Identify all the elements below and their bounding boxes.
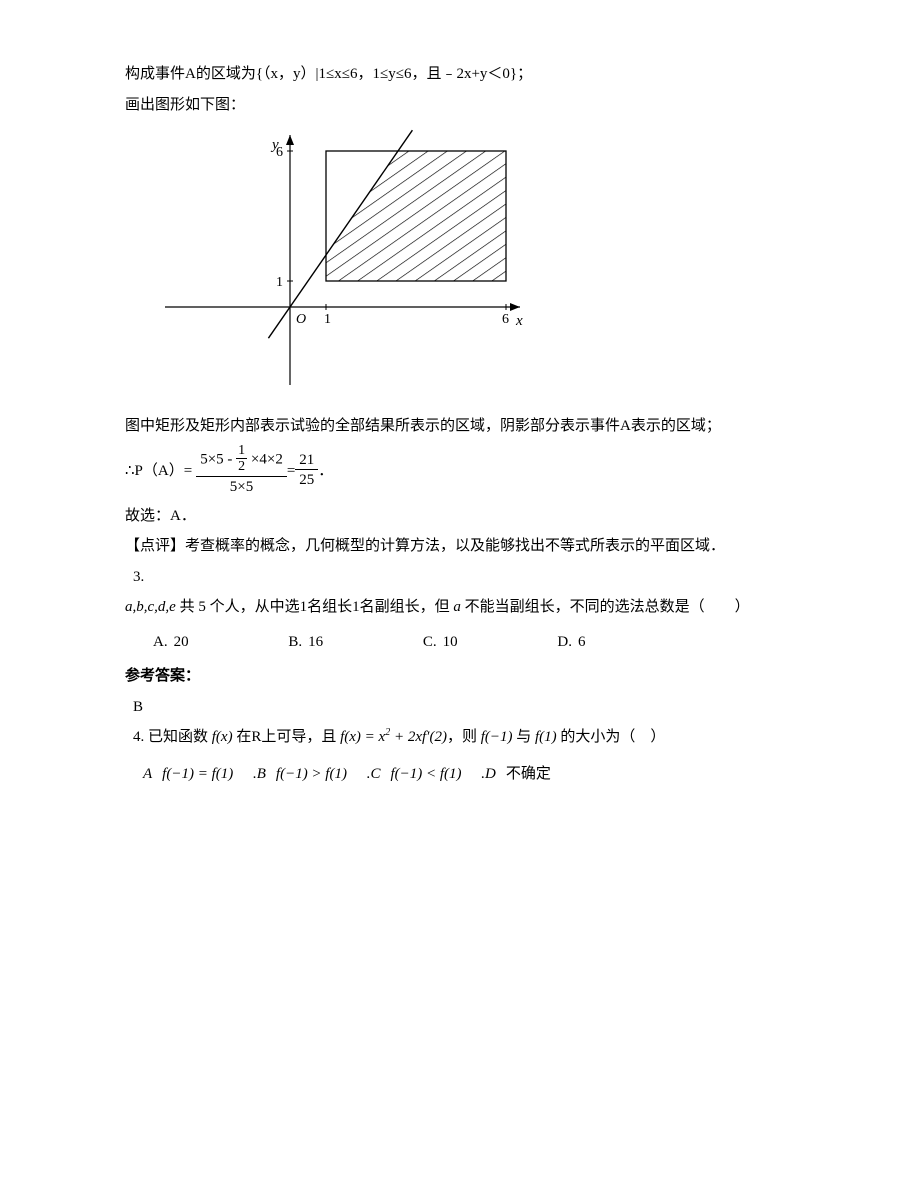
q3-persons: a,b,c,d,e bbox=[125, 599, 176, 615]
q3-answer: B bbox=[125, 693, 800, 722]
q4-mid3: 与 bbox=[512, 729, 535, 745]
svg-text:O: O bbox=[296, 312, 306, 327]
inner-den: 2 bbox=[236, 459, 247, 476]
q3-body-a: 共 5 个人，从中选1名组长1名副组长，但 bbox=[176, 599, 454, 615]
probability-formula: ∴P（A）= 5×5 - 12 ×4×2 5×5 = 21 25 ． bbox=[125, 444, 800, 498]
q3-choice-c: C.10 bbox=[423, 628, 506, 657]
q4-num: 4. bbox=[133, 729, 148, 745]
q3-choices: A.20 B.16 C.10 D.6 bbox=[153, 628, 800, 657]
big-frac-den: 5×5 bbox=[226, 477, 257, 498]
q3-a-val: 20 bbox=[174, 628, 189, 657]
line-draw-fig: 画出图形如下图： bbox=[125, 91, 800, 120]
q4-mid2: ，则 bbox=[447, 729, 481, 745]
q4-a: f(−1) = f(1) bbox=[162, 766, 233, 782]
svg-text:x: x bbox=[515, 313, 523, 329]
q4-mid1: 在R上可导，且 bbox=[233, 729, 341, 745]
q4-b: f(−1) > f(1) bbox=[276, 766, 347, 782]
q3-exclude: a bbox=[453, 599, 461, 615]
q4-choice-b: .Bf(−1) > f(1) bbox=[253, 760, 347, 789]
formula-prefix: ∴P（A）= bbox=[125, 457, 196, 486]
q4-choice-c: .Cf(−1) < f(1) bbox=[367, 760, 462, 789]
line-region-def: 构成事件A的区域为{（x，y）|1≤x≤6，1≤y≤6，且﹣2x+y＜0}； bbox=[125, 60, 800, 89]
period: ． bbox=[318, 457, 333, 486]
q4-choice-d: .D不确定 bbox=[481, 760, 551, 789]
q4-fx: f(x) bbox=[212, 729, 233, 745]
res-den: 25 bbox=[295, 470, 318, 491]
num-part-b: ×4×2 bbox=[247, 451, 283, 467]
q3-choice-b: B.16 bbox=[288, 628, 371, 657]
q4-d: 不确定 bbox=[506, 766, 551, 782]
q4-f1: f(1) bbox=[535, 729, 557, 745]
q4-choices: Af(−1) = f(1) .Bf(−1) > f(1) .Cf(−1) < f… bbox=[143, 760, 800, 789]
q3-choice-a: A.20 bbox=[153, 628, 237, 657]
q3-choice-d: D.6 bbox=[557, 628, 633, 657]
q4-body: 4. 已知函数 f(x) 在R上可导，且 f(x) = x2 + 2xf′(2)… bbox=[125, 723, 800, 752]
line-explain-region: 图中矩形及矩形内部表示试验的全部结果所表示的区域，阴影部分表示事件A表示的区域； bbox=[125, 412, 800, 441]
inner-num: 1 bbox=[236, 444, 247, 459]
region-figure-svg: O1616xy bbox=[155, 127, 535, 397]
big-frac-num: 5×5 - 12 ×4×2 bbox=[196, 444, 287, 477]
svg-text:1: 1 bbox=[324, 312, 331, 327]
q3-body: a,b,c,d,e 共 5 个人，从中选1名组长1名副组长，但 a 不能当副组长… bbox=[125, 593, 800, 622]
answer-line: 故选：A． bbox=[125, 502, 800, 531]
q4-choice-a: Af(−1) = f(1) bbox=[143, 760, 233, 789]
eq-sign: = bbox=[287, 457, 295, 486]
q4-fneg1: f(−1) bbox=[481, 729, 513, 745]
comment-line: 【点评】考查概率的概念，几何概型的计算方法，以及能够找出不等式所表示的平面区域． bbox=[125, 532, 800, 561]
result-fraction: 21 25 bbox=[295, 451, 318, 491]
q3-body-b: 不能当副组长，不同的选法总数是（ ） bbox=[461, 599, 750, 615]
q3-answer-label: 参考答案： bbox=[125, 662, 800, 691]
q4-expr: f(x) = x2 + 2xf′(2) bbox=[340, 729, 447, 745]
num-part-a: 5×5 - bbox=[200, 451, 236, 467]
res-num: 21 bbox=[295, 451, 318, 470]
inner-fraction: 12 bbox=[236, 444, 247, 476]
svg-text:1: 1 bbox=[276, 275, 283, 290]
svg-text:y: y bbox=[270, 137, 279, 153]
q4-tail: 的大小为（ ） bbox=[557, 729, 666, 745]
q3-d-val: 6 bbox=[578, 628, 586, 657]
q3-b-val: 16 bbox=[308, 628, 323, 657]
q4-pre: 已知函数 bbox=[148, 729, 212, 745]
svg-text:6: 6 bbox=[502, 312, 509, 327]
big-fraction: 5×5 - 12 ×4×2 5×5 bbox=[196, 444, 287, 498]
q3-c-val: 10 bbox=[443, 628, 458, 657]
q3-number: 3. bbox=[125, 563, 800, 592]
region-figure: O1616xy bbox=[155, 127, 800, 408]
q4-c: f(−1) < f(1) bbox=[390, 766, 461, 782]
